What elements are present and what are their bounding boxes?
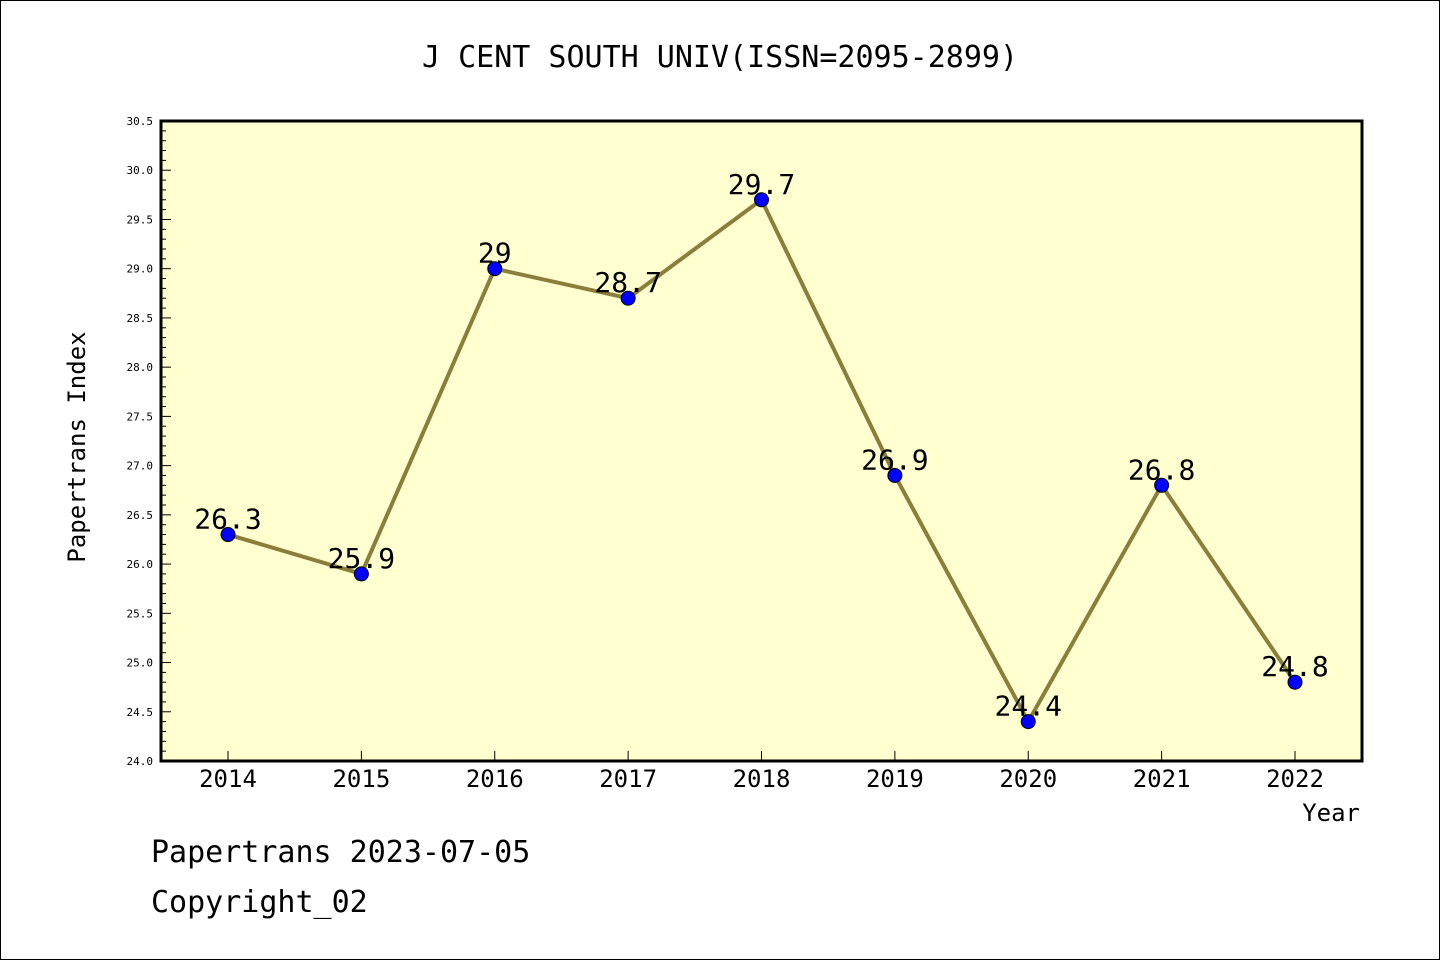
footer-copyright-text: Copyright_02: [151, 885, 368, 920]
x-tick-label: 2017: [599, 765, 657, 793]
x-tick-label: 2018: [733, 765, 791, 793]
data-point: [754, 192, 769, 208]
x-tick-label: 2015: [332, 765, 390, 793]
plot-area: [161, 121, 1362, 761]
data-point: [1154, 477, 1170, 493]
x-tick-label: 2019: [866, 765, 924, 793]
y-tick-label: 30.5: [127, 115, 154, 128]
chart-title: J CENT SOUTH UNIV(ISSN=2095-2899): [422, 40, 1018, 75]
data-label: 29: [478, 237, 512, 270]
y-tick-label: 26.0: [127, 558, 154, 571]
y-tick-label: 25.0: [127, 657, 154, 670]
y-tick-label: 25.5: [127, 607, 154, 620]
x-tick-label: 2016: [466, 765, 524, 793]
x-tick-label: 2014: [199, 765, 257, 793]
y-tick-label: 26.5: [127, 509, 154, 522]
data-point: [620, 290, 636, 306]
y-axis-label: Papertrans Index: [63, 331, 91, 562]
data-point: [1020, 714, 1036, 730]
footer-date-text: Papertrans 2023-07-05: [151, 835, 531, 870]
y-tick-label: 30.0: [127, 164, 154, 177]
data-point: [1287, 674, 1303, 690]
y-tick-label: 27.0: [127, 460, 154, 473]
data-point: [353, 566, 369, 582]
x-axis-ticks: 2014 2015 2016 2017 2018 2019 2020 2021 2022: [199, 751, 1324, 793]
data-label: 26.9: [861, 443, 928, 476]
x-tick-label: 2022: [1266, 765, 1324, 793]
y-tick-label: 29.0: [127, 263, 154, 276]
x-tick-label: 2021: [1133, 765, 1191, 793]
y-axis-ticks: 24.0 24.5 25.0 25.5 26.0 26.5 27.0 27.5 28.0 28.5…: [127, 115, 171, 768]
plot-border: [159, 119, 1364, 763]
data-label: 24.8: [1261, 650, 1328, 683]
y-tick-label: 24.5: [127, 706, 154, 719]
x-axis-label: Year: [1302, 799, 1360, 827]
data-label: 26.3: [194, 503, 261, 536]
y-tick-label: 29.5: [127, 213, 154, 226]
data-label: 29.7: [728, 168, 795, 201]
data-label: 24.4: [995, 690, 1062, 723]
data-point: [487, 261, 503, 277]
y-tick-label: 24.0: [127, 755, 154, 768]
data-point: [220, 527, 236, 543]
data-series: 26.3 25.9 29 28.7 29.7 26.9 24.4 26.8 24.8: [194, 168, 1329, 730]
data-label: 28.7: [594, 266, 661, 299]
data-point: [887, 467, 903, 483]
y-tick-label: 27.5: [127, 410, 154, 423]
x-tick-label: 2020: [999, 765, 1057, 793]
data-label: 25.9: [328, 542, 395, 575]
data-label: 26.8: [1128, 453, 1195, 486]
y-tick-label: 28.5: [127, 312, 154, 325]
y-tick-label: 28.0: [127, 361, 154, 374]
